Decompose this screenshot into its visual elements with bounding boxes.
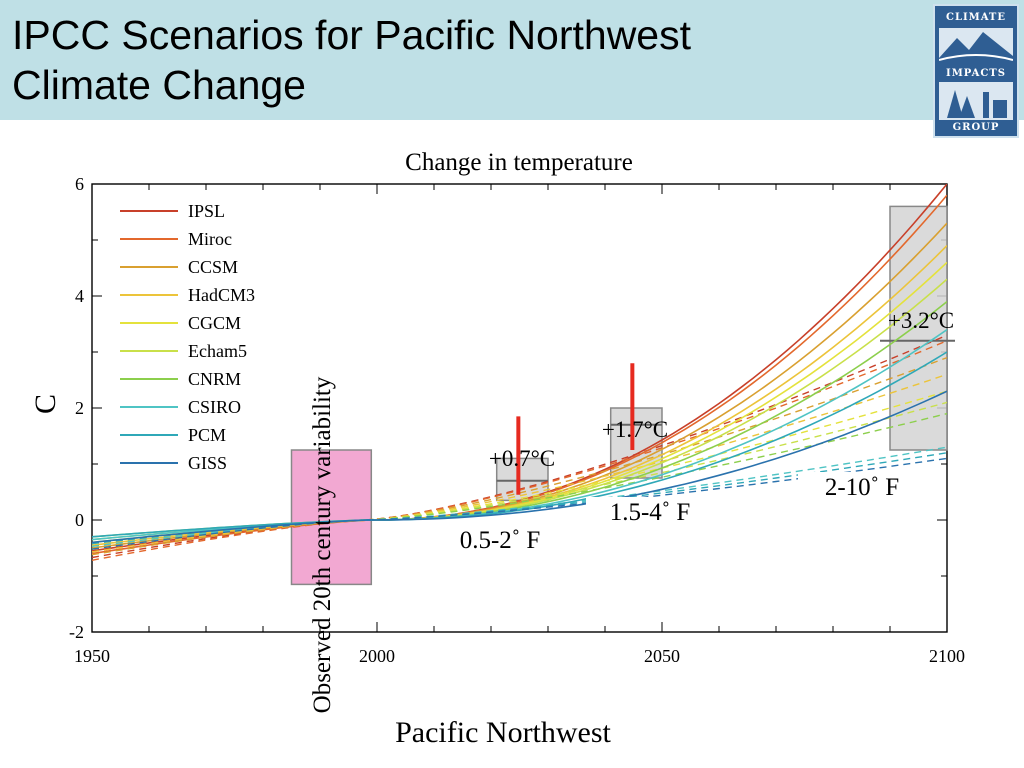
slide-title: IPCC Scenarios for Pacific Northwest Cli… [12,10,691,110]
y-tick-label: -2 [69,622,84,642]
x-tick-label: 1950 [74,646,110,666]
forest-icon [939,82,1013,120]
legend-label: HadCM3 [188,285,255,305]
y-tick-label: 2 [75,398,84,418]
series-line [92,351,947,538]
legend-label: IPSL [188,201,225,221]
legend-label: Miroc [188,229,232,249]
slide-title-line-1: IPCC Scenarios for Pacific Northwest [12,12,692,58]
series-line-dashed [92,373,947,553]
x-tick-label: 2100 [929,646,965,666]
projection-label-fahrenheit: 2-10˚ F [825,474,899,501]
x-tick-label: 2050 [644,646,680,666]
legend-label: CNRM [188,369,241,389]
legend-label: CSIRO [188,397,241,417]
projection-box [495,457,549,502]
slide-title-line-2: Climate Change [12,62,306,108]
y-axis-label: C [29,394,62,414]
y-tick-label: 6 [75,174,84,194]
mountain-icon [939,28,1013,64]
variability-label: Observed 20th century variability [309,376,336,713]
logo-text-mid: IMPACTS [946,68,1006,79]
series-line-dashed [92,390,947,550]
climate-impacts-group-logo: CLIMATE IMPACTS GROUP [933,4,1019,138]
projection-label-fahrenheit: 1.5-4˚ F [610,499,691,526]
y-tick-label: 0 [75,510,84,530]
projection-label-celsius: +0.7°C [489,446,555,471]
title-banner: IPCC Scenarios for Pacific Northwest Cli… [0,0,1024,120]
series-line [92,328,947,541]
variability-box [290,449,373,586]
x-axis-label: Pacific Northwest [395,716,611,749]
projection-label-bg [586,497,714,527]
legend-label: PCM [188,425,226,445]
series-line [92,222,947,549]
legend-label: CCSM [188,257,238,277]
projection-label-celsius: +3.2°C [888,308,954,333]
legend-label: GISS [188,453,227,473]
logo-text-top: CLIMATE [945,12,1006,23]
logo-text-bottom: GROUP [952,122,1000,133]
projection-label-bg [436,525,564,555]
y-tick-label: 4 [75,286,84,306]
x-tick-label: 2000 [359,646,395,666]
chart-title: Change in temperature [405,149,633,176]
series-line [92,390,947,544]
series-line-dashed [92,401,947,547]
legend-label: CGCM [188,313,241,333]
projection-box [889,205,948,451]
projection-label-fahrenheit: 0.5-2˚ F [460,527,541,554]
projection-label-bg [798,472,926,502]
series-line [92,245,947,546]
projection-label-celsius: +1.7°C [602,417,668,442]
legend-label: Echam5 [188,341,247,361]
